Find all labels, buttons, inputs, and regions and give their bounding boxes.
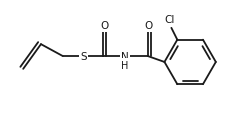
- Text: H: H: [121, 60, 129, 70]
- Text: S: S: [80, 52, 87, 61]
- Text: O: O: [100, 21, 108, 31]
- Text: Cl: Cl: [164, 15, 174, 25]
- Text: N: N: [121, 52, 129, 61]
- Text: O: O: [144, 21, 153, 31]
